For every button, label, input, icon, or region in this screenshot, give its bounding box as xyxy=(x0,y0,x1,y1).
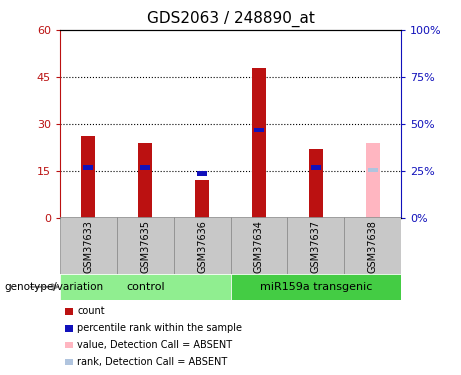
Bar xyxy=(230,217,287,274)
Text: GSM37636: GSM37636 xyxy=(197,220,207,273)
Text: percentile rank within the sample: percentile rank within the sample xyxy=(77,323,242,333)
Bar xyxy=(117,217,174,274)
Bar xyxy=(60,217,117,274)
Text: GSM37637: GSM37637 xyxy=(311,220,321,273)
Text: miR159a transgenic: miR159a transgenic xyxy=(260,282,372,292)
Bar xyxy=(81,136,95,218)
Bar xyxy=(230,274,401,300)
Bar xyxy=(138,142,152,218)
Bar xyxy=(197,171,207,176)
Bar xyxy=(366,142,380,218)
Bar xyxy=(195,180,209,218)
Bar xyxy=(254,128,264,132)
Bar xyxy=(83,165,94,170)
Bar xyxy=(140,165,150,170)
Bar xyxy=(309,149,323,217)
Text: genotype/variation: genotype/variation xyxy=(5,282,104,292)
Text: GSM37635: GSM37635 xyxy=(140,220,150,273)
Bar xyxy=(174,217,230,274)
Text: value, Detection Call = ABSENT: value, Detection Call = ABSENT xyxy=(77,340,232,350)
Title: GDS2063 / 248890_at: GDS2063 / 248890_at xyxy=(147,11,314,27)
Bar xyxy=(252,68,266,218)
Text: count: count xyxy=(77,306,105,316)
Text: GSM37638: GSM37638 xyxy=(367,220,378,273)
Bar xyxy=(287,217,344,274)
Bar xyxy=(344,217,401,274)
Bar xyxy=(311,165,321,170)
Bar xyxy=(367,168,378,172)
Text: rank, Detection Call = ABSENT: rank, Detection Call = ABSENT xyxy=(77,357,228,367)
Bar xyxy=(60,274,230,300)
Text: GSM37634: GSM37634 xyxy=(254,220,264,273)
Text: GSM37633: GSM37633 xyxy=(83,220,94,273)
Text: control: control xyxy=(126,282,165,292)
